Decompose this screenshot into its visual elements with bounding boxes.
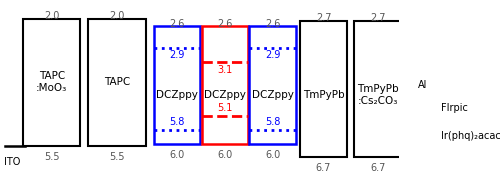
Bar (23, 19, 80, 146)
Bar (154, 27, 200, 144)
Text: 5.5: 5.5 (44, 151, 60, 161)
Text: 5.1: 5.1 (217, 103, 232, 113)
Text: TAPC: TAPC (104, 77, 130, 87)
Text: Al: Al (418, 80, 427, 90)
Text: 6.7: 6.7 (316, 163, 331, 173)
Text: 3.1: 3.1 (217, 65, 232, 75)
Text: 2.0: 2.0 (44, 11, 60, 21)
Bar (88, 19, 146, 146)
Text: 5.5: 5.5 (110, 151, 125, 161)
Text: 5.8: 5.8 (265, 117, 280, 127)
Text: TAPC
:MoO₃: TAPC :MoO₃ (36, 71, 68, 93)
Bar (250, 27, 296, 144)
Text: 5.8: 5.8 (169, 117, 184, 127)
Text: 2.7: 2.7 (316, 13, 332, 23)
Text: DCZppy: DCZppy (252, 90, 294, 100)
Text: FIrpic: FIrpic (440, 103, 468, 113)
Text: TmPyPb: TmPyPb (302, 90, 344, 100)
Text: 6.0: 6.0 (217, 150, 232, 159)
Text: 2.9: 2.9 (169, 50, 184, 60)
Text: DCZppy: DCZppy (204, 90, 246, 100)
Text: DCZppy: DCZppy (156, 90, 198, 100)
Text: 2.6: 2.6 (265, 19, 280, 28)
Text: 6.0: 6.0 (265, 150, 280, 159)
Bar (354, 20, 402, 158)
Text: 2.0: 2.0 (110, 11, 125, 21)
Bar (202, 27, 248, 144)
Text: 2.9: 2.9 (265, 50, 280, 60)
Text: ITO: ITO (4, 158, 21, 167)
Text: 2.6: 2.6 (169, 19, 184, 28)
Text: Ir(phq)₂acac: Ir(phq)₂acac (440, 131, 500, 141)
Bar (300, 20, 348, 158)
Text: 2.6: 2.6 (217, 19, 232, 28)
Text: 6.0: 6.0 (169, 150, 184, 159)
Text: 6.7: 6.7 (370, 163, 386, 173)
Text: 2.7: 2.7 (370, 13, 386, 23)
Text: TmPyPb
:Cs₂CO₃: TmPyPb :Cs₂CO₃ (357, 84, 399, 106)
